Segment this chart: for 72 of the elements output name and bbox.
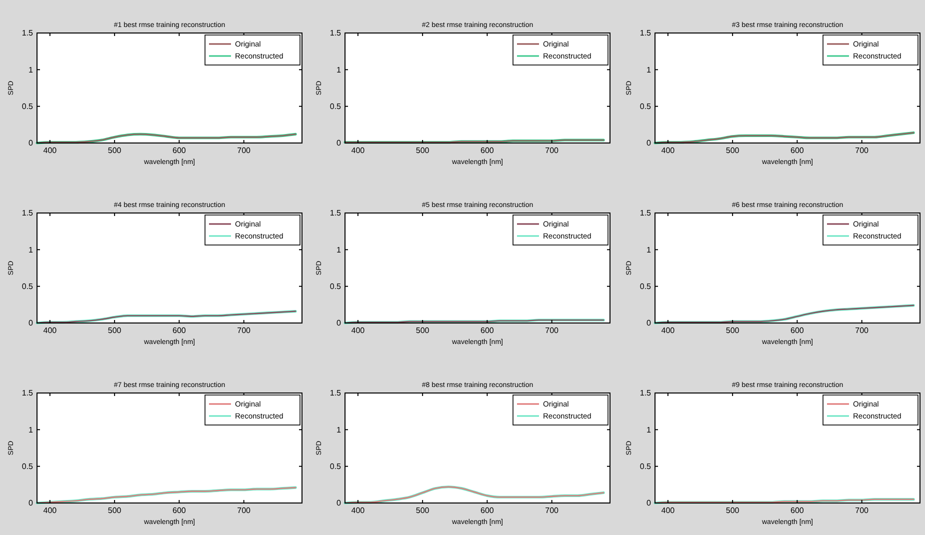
y-tick-label: 1 [646,425,652,434]
x-tick-label: 700 [855,326,870,335]
y-tick-label: 0.5 [330,102,342,111]
y-tick-label: 1.5 [330,28,342,38]
y-tick-label: 1 [28,65,34,74]
x-tick-label: 400 [351,146,366,155]
x-tick-label: 400 [661,326,676,335]
y-tick-label: 0 [336,498,342,508]
y-tick-label: 0 [646,498,652,508]
x-tick-label: 600 [480,506,494,515]
x-tick-label: 600 [172,146,186,155]
x-tick-label: 600 [480,326,494,335]
y-tick-label: 1 [28,425,34,434]
x-tick-label: 700 [237,506,252,515]
x-tick-label: 700 [855,506,870,515]
x-tick-label: 700 [545,146,560,155]
y-tick-label: 1 [336,425,342,434]
y-tick-label: 1 [646,245,652,254]
x-tick-label: 700 [237,326,252,335]
x-tick-label: 400 [351,506,366,515]
x-tick-label: 600 [480,146,494,155]
x-tick-label: 600 [790,146,804,155]
y-tick-label: 0.5 [330,462,342,471]
x-tick-label: 400 [661,146,676,155]
x-tick-label: 400 [43,326,58,335]
y-tick-label: 0 [28,138,34,148]
x-tick-label: 400 [661,506,676,515]
y-tick-label: 1 [336,245,342,254]
y-tick-label: 0.5 [330,282,342,291]
x-tick-label: 700 [855,146,870,155]
y-tick-label: 1.5 [640,28,652,38]
y-tick-label: 0 [336,318,342,328]
y-tick-label: 0 [28,318,34,328]
x-tick-label: 600 [790,506,804,515]
y-tick-label: 1.5 [330,208,342,218]
x-tick-label: 700 [237,146,252,155]
y-tick-label: 1.5 [640,208,652,218]
x-tick-label: 500 [108,146,122,155]
y-tick-label: 0.5 [22,282,34,291]
x-tick-label: 600 [172,326,186,335]
x-tick-label: 600 [172,506,186,515]
y-tick-label: 0.5 [640,282,652,291]
y-tick-label: 0.5 [640,462,652,471]
x-tick-label: 400 [43,146,58,155]
y-tick-label: 0 [336,138,342,148]
x-tick-label: 600 [790,326,804,335]
y-tick-label: 0 [646,138,652,148]
x-tick-label: 500 [726,146,740,155]
y-tick-label: 1 [28,245,34,254]
y-tick-label: 0 [646,318,652,328]
y-tick-label: 0.5 [640,102,652,111]
x-tick-label: 400 [351,326,366,335]
x-tick-label: 500 [108,506,122,515]
y-tick-label: 1.5 [22,208,34,218]
y-tick-label: 1.5 [22,28,34,38]
y-tick-label: 1.5 [330,388,342,398]
y-tick-label: 1.5 [22,388,34,398]
y-tick-label: 0 [28,498,34,508]
y-tick-label: 0.5 [22,102,34,111]
x-tick-label: 500 [416,326,430,335]
y-tick-label: 1 [646,65,652,74]
x-tick-label: 500 [108,326,122,335]
x-tick-label: 700 [545,326,560,335]
x-tick-label: 700 [545,506,560,515]
x-tick-label: 500 [726,326,740,335]
x-tick-label: 500 [416,146,430,155]
x-tick-label: 400 [43,506,58,515]
x-tick-label: 500 [726,506,740,515]
y-tick-label: 1 [336,65,342,74]
y-tick-label: 1.5 [640,388,652,398]
x-tick-label: 500 [416,506,430,515]
y-tick-label: 0.5 [22,462,34,471]
